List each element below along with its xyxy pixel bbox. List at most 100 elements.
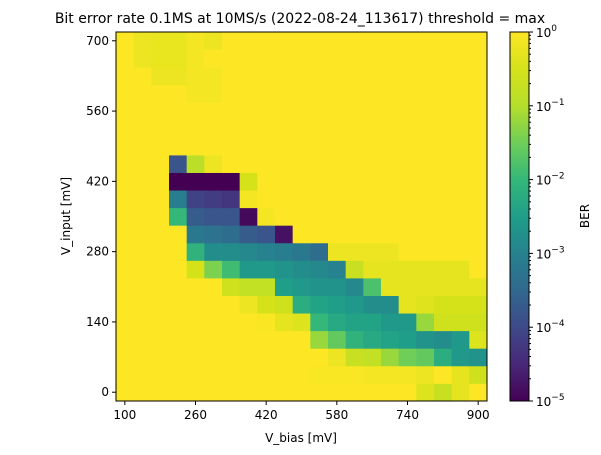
heatmap-cell [469, 313, 488, 332]
heatmap-cell [469, 207, 488, 226]
heatmap-cell [186, 190, 205, 209]
heatmap-cell [451, 225, 470, 244]
heatmap-cell [204, 313, 223, 332]
heatmap-cell [451, 84, 470, 103]
heatmap-cell [363, 119, 382, 138]
heatmap-cell [169, 260, 188, 279]
colorbar-tick-label: 10−4 [536, 319, 565, 335]
heatmap-cell [363, 348, 382, 367]
heatmap-cell [257, 295, 276, 314]
heatmap-cell [151, 190, 170, 209]
heatmap-cell [328, 102, 347, 121]
heatmap-cell [398, 242, 417, 261]
heatmap-cell [328, 207, 347, 226]
heatmap-cell [222, 119, 241, 138]
heatmap-cell [345, 313, 364, 332]
heatmap-cell [398, 155, 417, 173]
heatmap-cell [204, 137, 223, 156]
heatmap-cell [451, 67, 470, 86]
heatmap-cell [416, 190, 435, 209]
heatmap-cell [169, 49, 188, 68]
heatmap-cell [469, 330, 488, 349]
heatmap-cell [292, 32, 311, 50]
heatmap-cell [381, 119, 400, 138]
heatmap-cell [204, 155, 223, 173]
heatmap-cell [363, 172, 382, 191]
heatmap-cell [381, 383, 400, 402]
heatmap-cell [310, 260, 329, 279]
heatmap-cell [116, 155, 135, 173]
heatmap-cell [451, 313, 470, 332]
heatmap-cell [222, 32, 241, 50]
heatmap-cell [222, 260, 241, 279]
heatmap-cell [363, 365, 382, 384]
heatmap-cell [416, 67, 435, 86]
heatmap-cell [257, 348, 276, 367]
heatmap-cell [169, 365, 188, 384]
heatmap-cell [239, 49, 258, 68]
heatmap-cell [186, 32, 205, 50]
heatmap-cell [292, 295, 311, 314]
heatmap-cell [469, 242, 488, 261]
heatmap-cell [257, 49, 276, 68]
heatmap-cell [133, 67, 152, 86]
heatmap-cell [310, 207, 329, 226]
heatmap-cell [469, 295, 488, 314]
heatmap-cell [345, 67, 364, 86]
heatmap-cell [257, 137, 276, 156]
heatmap-cell [222, 295, 241, 314]
heatmap-cell [116, 119, 135, 138]
heatmap-cell [434, 84, 453, 103]
heatmap-cell [239, 207, 258, 226]
heatmap-cell [275, 137, 294, 156]
heatmap-cell [169, 172, 188, 191]
heatmap-cell [381, 278, 400, 296]
heatmap-cell [204, 225, 223, 244]
heatmap-cell [434, 313, 453, 332]
y-tick-label: 420 [86, 174, 109, 188]
heatmap-cell [345, 172, 364, 191]
heatmap-cell [116, 49, 135, 68]
heatmap-cell [416, 365, 435, 384]
heatmap-cell [204, 49, 223, 68]
heatmap-cell [310, 49, 329, 68]
heatmap-cell [451, 32, 470, 50]
y-tick-label: 0 [101, 385, 109, 399]
colorbar-tick-label: 100 [536, 24, 557, 40]
x-tick-label: 580 [325, 408, 348, 422]
heatmap-cell [398, 295, 417, 314]
heatmap-cell [186, 102, 205, 121]
heatmap-cell [275, 102, 294, 121]
heatmap-cell [257, 32, 276, 50]
heatmap-cell [151, 225, 170, 244]
heatmap-cell [275, 242, 294, 261]
heatmap-cell [151, 260, 170, 279]
y-tick-label: 140 [86, 315, 109, 329]
heatmap-cell [222, 49, 241, 68]
heatmap-cell [398, 172, 417, 191]
heatmap-cell [222, 190, 241, 209]
heatmap-cell [398, 313, 417, 332]
heatmap-cell [310, 155, 329, 173]
heatmap-cell [169, 84, 188, 103]
heatmap-cell [469, 225, 488, 244]
x-tick-label: 420 [255, 408, 278, 422]
heatmap-cell [186, 119, 205, 138]
heatmap-cell [222, 225, 241, 244]
heatmap-cell [257, 190, 276, 209]
heatmap-cell [116, 242, 135, 261]
colorbar-tick-label: 10−5 [536, 393, 565, 409]
heatmap-cell [345, 242, 364, 261]
x-tick-label: 900 [467, 408, 490, 422]
heatmap-cell [257, 155, 276, 173]
heatmap-cell [257, 242, 276, 261]
heatmap-cell [381, 32, 400, 50]
heatmap-cell [451, 278, 470, 296]
heatmap-cell [381, 295, 400, 314]
heatmap-cell [204, 242, 223, 261]
heatmap-cell [310, 119, 329, 138]
heatmap-cell [239, 278, 258, 296]
heatmap-cell [116, 348, 135, 367]
heatmap-cell [328, 172, 347, 191]
plot-frame [115, 31, 488, 402]
